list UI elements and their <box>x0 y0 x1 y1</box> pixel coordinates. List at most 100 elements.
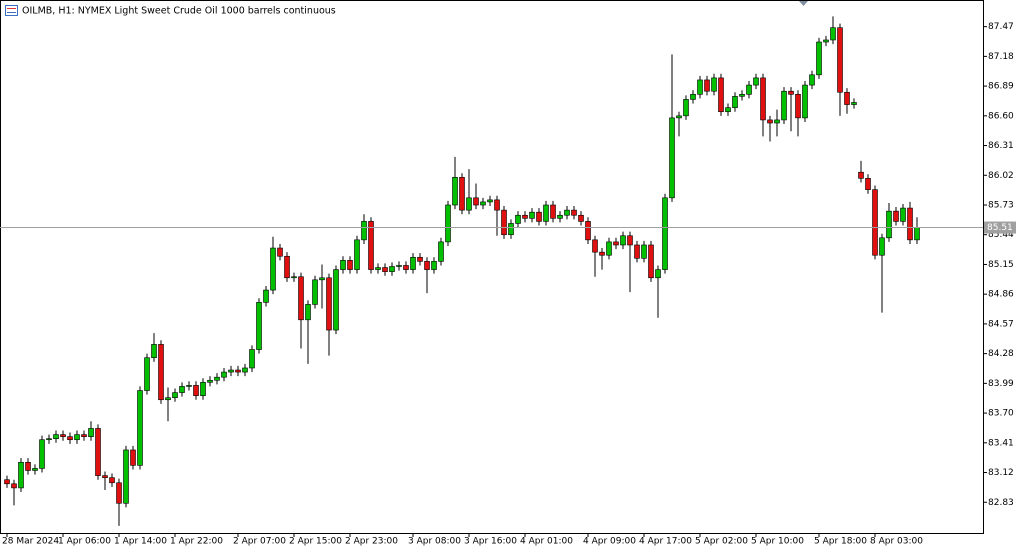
x-tick-label: 3 Apr 08:00 <box>408 537 461 547</box>
candle-body <box>382 267 388 272</box>
candle-body <box>620 235 626 246</box>
candle-body <box>830 27 836 41</box>
candle-body <box>795 94 801 119</box>
y-tick-label: 83.41 <box>988 438 1014 448</box>
candle-body <box>648 244 654 279</box>
current-price-box <box>984 221 1016 234</box>
y-tick-label: 86.60 <box>988 111 1014 121</box>
candle-body <box>865 178 871 190</box>
candle-body <box>564 209 570 216</box>
candle-body <box>746 84 752 95</box>
candle-body <box>144 357 150 391</box>
candle-body <box>655 269 661 279</box>
x-tick-label: 5 Apr 18:00 <box>814 537 867 547</box>
y-tick-label: 84.28 <box>988 349 1014 359</box>
candle-body <box>319 277 325 281</box>
y-tick-label: 87.47 <box>988 22 1014 32</box>
candle-body <box>900 207 906 222</box>
candle-body <box>214 376 220 381</box>
candle-body <box>739 94 745 97</box>
candle-body <box>858 171 864 179</box>
candle-body <box>403 265 409 270</box>
candle-body <box>809 74 815 86</box>
current-price-label: 85.51 <box>987 223 1013 233</box>
candle-body <box>669 117 675 199</box>
x-tick-label: 2 Apr 23:00 <box>345 537 398 547</box>
candle-body <box>690 94 696 100</box>
candle-body <box>389 266 395 272</box>
candle-body <box>613 241 619 246</box>
x-tick-label: 2 Apr 07:00 <box>233 537 286 547</box>
x-tick-label: 2 Apr 15:00 <box>289 537 342 547</box>
candle-body <box>529 211 535 219</box>
candle-body <box>634 244 640 259</box>
candle-body <box>466 197 472 211</box>
candle-body <box>95 428 101 476</box>
candle-body <box>396 265 402 267</box>
candle-body <box>886 210 892 239</box>
candle-body <box>305 304 311 321</box>
candle-body <box>228 369 234 373</box>
symbol-icon <box>5 5 18 16</box>
candle-body <box>606 241 612 256</box>
candle-body <box>158 344 164 401</box>
candle-body <box>907 207 913 241</box>
candle-body <box>109 477 115 484</box>
candle-body <box>557 214 563 219</box>
candle-body <box>662 197 668 270</box>
candle-body <box>767 119 773 124</box>
candle-body <box>32 468 38 471</box>
candle-body <box>284 255 290 279</box>
x-tick-label: 1 Apr 14:00 <box>114 537 167 547</box>
candle-body <box>46 438 52 441</box>
candle-body <box>291 276 297 279</box>
candle-body <box>410 256 416 270</box>
candle-body <box>263 289 269 303</box>
candle-body <box>11 483 17 489</box>
candle-body <box>270 247 276 291</box>
chart-title: OILMB, H1: NYMEX Light Sweet Crude Oil 1… <box>22 6 336 17</box>
x-tick-label: 28 Mar 2024 <box>2 537 59 547</box>
candle-body <box>823 39 829 43</box>
candle-body <box>67 436 73 441</box>
x-tick-label: 1 Apr 22:00 <box>170 537 223 547</box>
candle-body <box>459 177 465 211</box>
candle-body <box>494 199 500 211</box>
candle-body <box>872 189 878 256</box>
candle-body <box>837 27 843 93</box>
candle-body <box>578 214 584 222</box>
candle-body <box>123 449 129 504</box>
candle-body <box>235 369 241 373</box>
candle-body <box>186 385 192 387</box>
candle-body <box>627 235 633 246</box>
candle-body <box>501 209 507 236</box>
candle-body <box>585 221 591 241</box>
candle-body <box>347 260 353 270</box>
candle-body <box>438 241 444 262</box>
x-tick-label: 4 Apr 09:00 <box>583 537 636 547</box>
candle-body <box>375 267 381 270</box>
candle-body <box>88 428 94 437</box>
y-tick-label: 83.99 <box>988 379 1014 389</box>
candle-body <box>18 461 24 489</box>
candle-body <box>550 204 556 219</box>
candle-body <box>277 247 283 257</box>
candle-body <box>81 434 87 437</box>
candle-body <box>515 214 521 224</box>
candle-body <box>53 434 59 440</box>
candle-body <box>361 221 367 241</box>
candle-body <box>424 261 430 270</box>
candle-body <box>543 204 549 222</box>
candle-body <box>445 204 451 243</box>
candle-body <box>298 276 304 321</box>
y-tick-label: 87.18 <box>988 52 1014 62</box>
candle-body <box>354 239 360 270</box>
candle-body <box>256 302 262 350</box>
y-tick-label: 84.86 <box>988 290 1014 300</box>
candle-body <box>130 449 136 466</box>
y-tick-label: 86.31 <box>988 141 1014 151</box>
shift-marker <box>799 1 808 6</box>
candle-body <box>697 79 703 95</box>
candle-body <box>774 119 780 124</box>
candle-body <box>207 379 213 383</box>
